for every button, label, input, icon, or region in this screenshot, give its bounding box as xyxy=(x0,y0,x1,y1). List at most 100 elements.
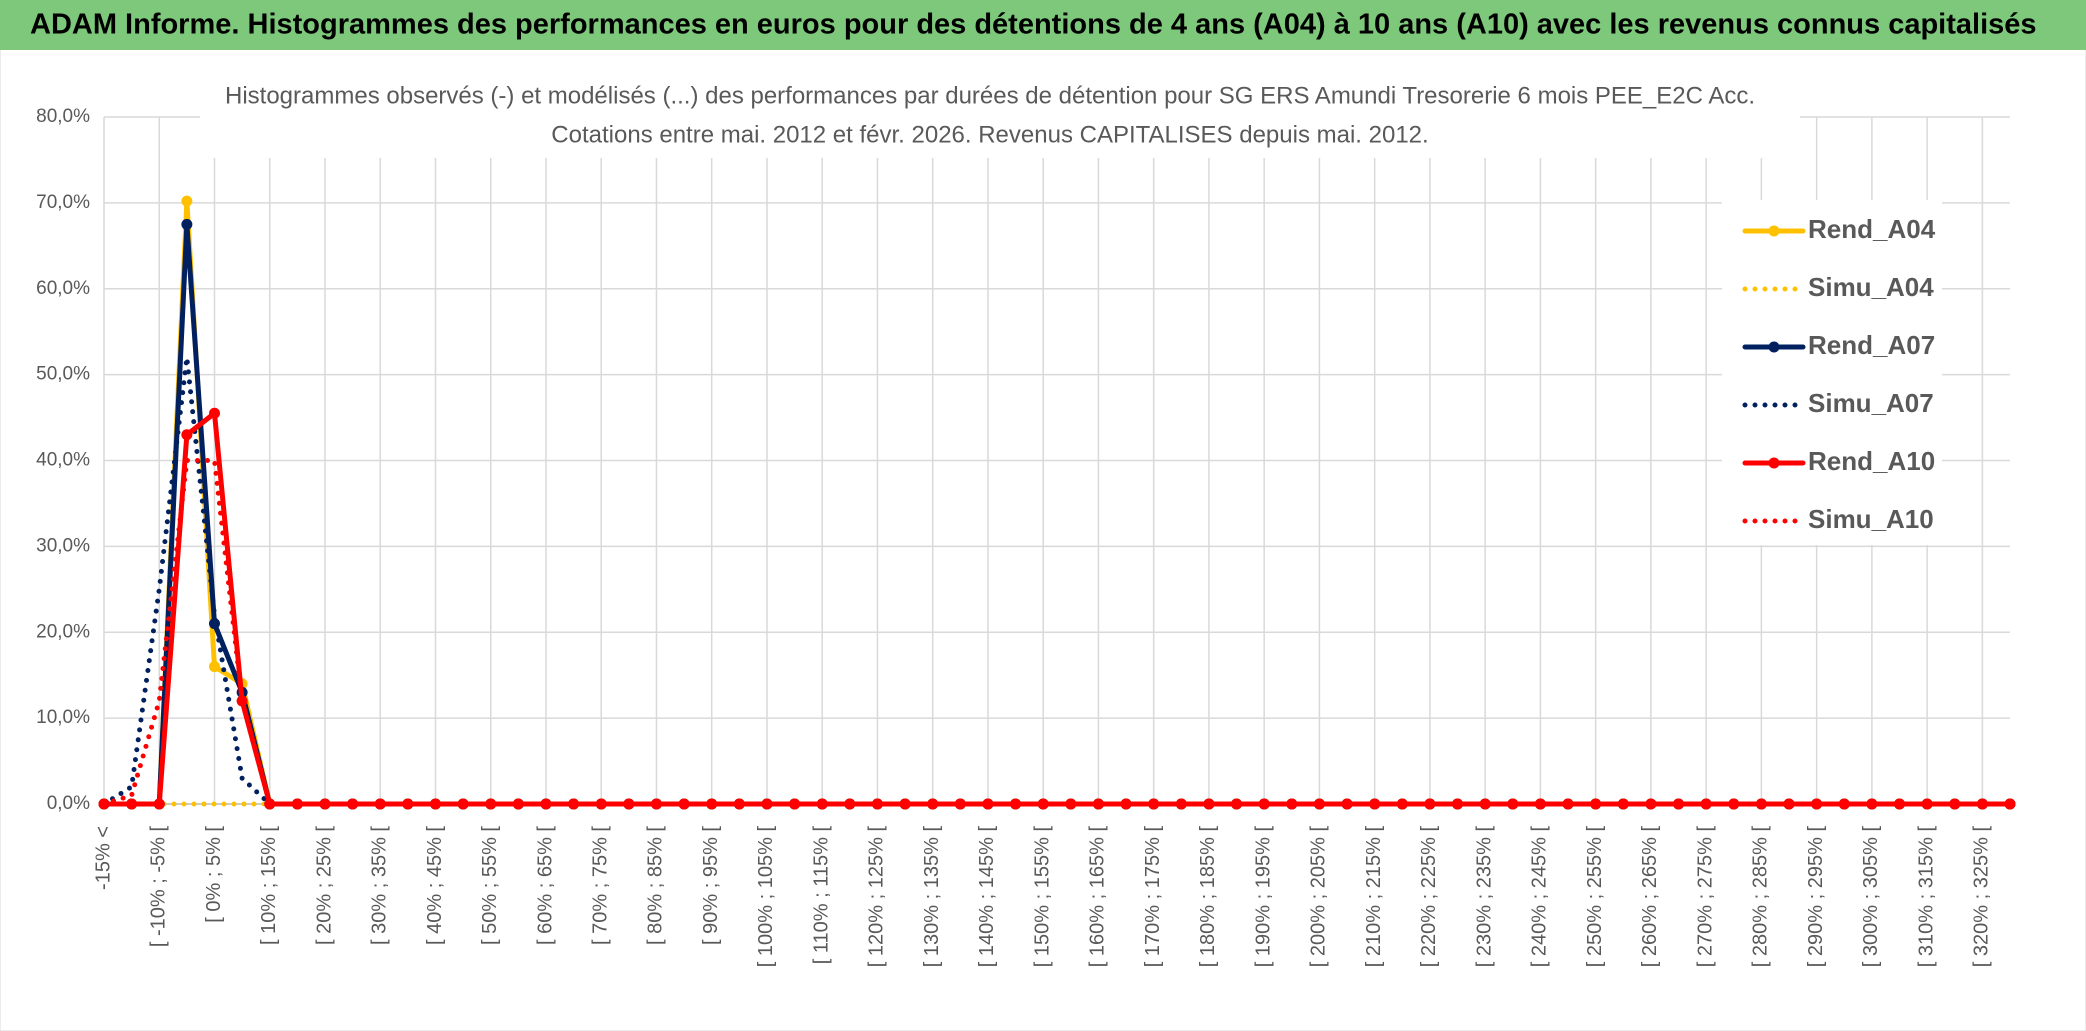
series-marker xyxy=(181,429,193,441)
series-marker xyxy=(402,798,414,810)
series-marker xyxy=(512,798,524,810)
x-tick-label: [ 40% ; 45% [ xyxy=(424,826,446,945)
legend-label: Simu_A04 xyxy=(1808,272,1934,302)
legend-marker xyxy=(1768,341,1780,353)
series-marker xyxy=(374,798,386,810)
x-tick-label: [ 50% ; 55% [ xyxy=(479,826,501,945)
series-marker xyxy=(1175,798,1187,810)
x-tick-label: [ 120% ; 125% [ xyxy=(866,826,888,968)
x-tick-label: [ 170% ; 175% [ xyxy=(1142,826,1164,968)
x-tick-label: [ 220% ; 225% [ xyxy=(1418,826,1440,968)
header-bar xyxy=(0,0,2086,50)
series-marker xyxy=(1065,798,1077,810)
series-marker xyxy=(761,798,773,810)
chart-title: Histogrammes observés (-) et modélisés (… xyxy=(225,82,1755,109)
series-marker xyxy=(1811,798,1823,810)
series-marker xyxy=(1534,798,1546,810)
legend-label: Simu_A07 xyxy=(1808,388,1934,418)
x-tick-label: -15% < xyxy=(92,826,114,890)
series-marker xyxy=(126,798,138,810)
series-marker xyxy=(954,798,966,810)
series-marker xyxy=(181,195,193,207)
title-bg xyxy=(200,76,1800,158)
series-marker xyxy=(595,798,607,810)
legend-bg xyxy=(1722,200,1942,545)
series-marker xyxy=(1673,798,1685,810)
legend-marker xyxy=(1768,225,1780,237)
x-tick-label: [ 280% ; 285% [ xyxy=(1750,826,1772,968)
series-marker xyxy=(1341,798,1353,810)
series-marker xyxy=(1231,798,1243,810)
x-tick-label: [ 250% ; 255% [ xyxy=(1584,826,1606,968)
series-marker xyxy=(844,798,856,810)
y-tick-label: 30,0% xyxy=(36,535,90,556)
y-tick-label: 20,0% xyxy=(36,621,90,642)
legend-marker xyxy=(1768,457,1780,469)
x-tick-label: [ 300% ; 305% [ xyxy=(1860,826,1882,968)
series-marker xyxy=(181,218,193,230)
series-marker xyxy=(485,798,497,810)
legend-label: Rend_A07 xyxy=(1808,330,1935,360)
x-tick-label: [ 10% ; 15% [ xyxy=(258,826,280,945)
x-tick-label: [ -10% ; -5% [ xyxy=(148,826,170,948)
x-tick-label: [ 190% ; 195% [ xyxy=(1252,826,1274,968)
x-tick-label: [ 100% ; 105% [ xyxy=(755,826,777,968)
x-tick-label: [ 140% ; 145% [ xyxy=(976,826,998,968)
series-marker xyxy=(982,798,994,810)
series-marker xyxy=(871,798,883,810)
y-tick-label: 10,0% xyxy=(36,707,90,728)
x-tick-label: [ 70% ; 75% [ xyxy=(589,826,611,945)
x-tick-label: [ 320% ; 325% [ xyxy=(1971,826,1993,968)
y-tick-label: 60,0% xyxy=(36,278,90,299)
x-tick-label: [ 290% ; 295% [ xyxy=(1805,826,1827,968)
series-marker xyxy=(1755,798,1767,810)
y-tick-label: 50,0% xyxy=(36,364,90,385)
series-marker xyxy=(1645,798,1657,810)
x-tick-label: [ 0% ; 5% [ xyxy=(203,826,225,923)
x-tick-label: [ 260% ; 265% [ xyxy=(1639,826,1661,968)
series-marker xyxy=(733,798,745,810)
series-marker xyxy=(1313,798,1325,810)
x-tick-label: [ 90% ; 95% [ xyxy=(700,826,722,945)
y-tick-label: 80,0% xyxy=(36,106,90,127)
x-tick-label: [ 230% ; 235% [ xyxy=(1473,826,1495,968)
series-marker xyxy=(1562,798,1574,810)
x-tick-label: [ 180% ; 185% [ xyxy=(1197,826,1219,968)
y-tick-label: 70,0% xyxy=(36,192,90,213)
x-tick-label: [ 30% ; 35% [ xyxy=(369,826,391,945)
x-tick-label: [ 80% ; 85% [ xyxy=(645,826,667,945)
y-tick-label: 0,0% xyxy=(47,793,90,814)
legend-label: Rend_A10 xyxy=(1808,446,1935,476)
series-marker xyxy=(1424,798,1436,810)
series-marker xyxy=(264,798,276,810)
series-marker xyxy=(1092,798,1104,810)
x-tick-label: [ 310% ; 315% [ xyxy=(1915,826,1937,968)
x-tick-label: [ 240% ; 245% [ xyxy=(1529,826,1551,968)
x-tick-label: [ 20% ; 25% [ xyxy=(313,826,335,945)
header-title: ADAM Informe. Histogrammes des performan… xyxy=(30,9,2037,41)
series-marker xyxy=(1894,798,1906,810)
chart-subtitle: Cotations entre mai. 2012 et févr. 2026.… xyxy=(551,121,1428,148)
x-tick-label: [ 60% ; 65% [ xyxy=(534,826,556,945)
series-marker xyxy=(1452,798,1464,810)
series-marker xyxy=(1203,798,1215,810)
series-marker xyxy=(153,798,165,810)
x-tick-label: [ 110% ; 115% [ xyxy=(810,826,832,965)
series-marker xyxy=(1921,798,1933,810)
x-tick-label: [ 270% ; 275% [ xyxy=(1694,826,1716,968)
y-tick-label: 40,0% xyxy=(36,450,90,471)
legend-label: Simu_A10 xyxy=(1808,504,1934,534)
series-marker xyxy=(623,798,635,810)
series-marker xyxy=(291,798,303,810)
series-marker xyxy=(1783,798,1795,810)
legend-label: Rend_A04 xyxy=(1808,214,1936,244)
series-marker xyxy=(208,661,220,673)
series-marker xyxy=(2004,798,2016,810)
series-line xyxy=(101,458,2013,807)
x-tick-label: [ 130% ; 135% [ xyxy=(921,826,943,968)
x-tick-label: [ 150% ; 155% [ xyxy=(1031,826,1053,968)
series-marker xyxy=(208,407,220,419)
x-tick-label: [ 200% ; 205% [ xyxy=(1308,826,1330,968)
